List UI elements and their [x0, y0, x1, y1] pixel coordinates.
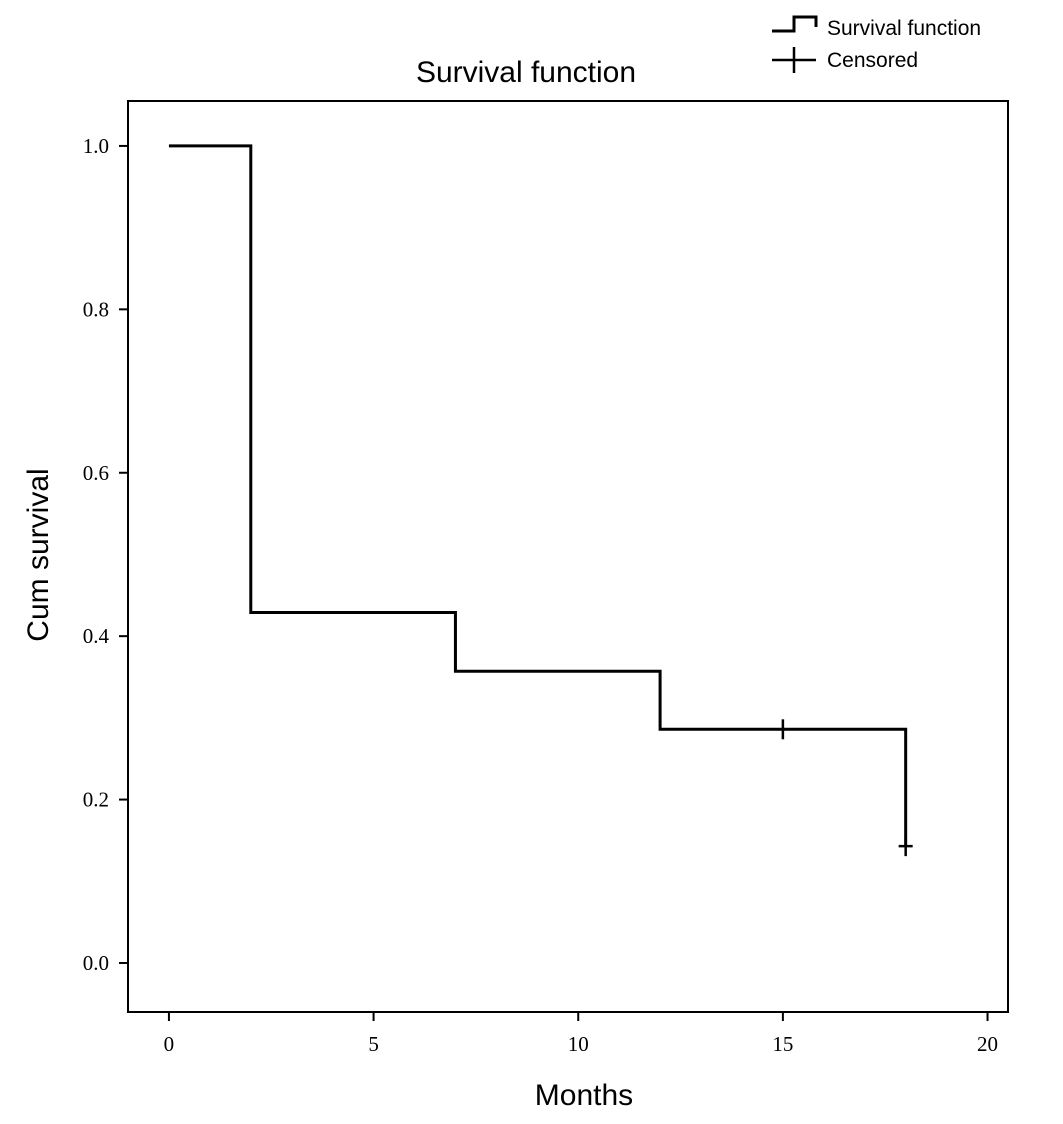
y-tick-label: 1.0 — [83, 134, 109, 158]
legend: Survival function Censored — [772, 15, 981, 73]
legend-label-censored: Censored — [827, 49, 918, 72]
survival-curve-layer — [168, 144, 908, 847]
x-tick-label: 10 — [568, 1032, 589, 1056]
x-tick-label: 20 — [977, 1032, 998, 1056]
y-tick-label: 0.0 — [83, 951, 109, 975]
x-axis-label: Months — [535, 1079, 633, 1112]
y-axis-label: Cum survival — [22, 468, 55, 641]
y-tick-label: 0.4 — [83, 624, 110, 648]
y-axis: 0.0 0.2 0.4 0.6 0.8 1.0 — [83, 134, 128, 975]
x-tick-label: 5 — [368, 1032, 379, 1056]
censored-markers-layer — [775, 719, 913, 857]
x-axis: 0 5 10 15 20 — [164, 1012, 998, 1056]
x-tick-label: 15 — [772, 1032, 793, 1056]
y-tick-label: 0.6 — [83, 461, 109, 485]
chart-title: Survival function — [416, 56, 636, 89]
plot-frame — [127, 100, 1009, 1013]
legend-step-symbol — [772, 15, 818, 33]
legend-label-survival-function: Survival function — [827, 17, 981, 40]
survival-function-line — [168, 144, 908, 847]
y-tick-label: 0.2 — [83, 788, 109, 812]
x-tick-label: 0 — [164, 1032, 175, 1056]
y-tick-label: 0.8 — [83, 297, 109, 321]
